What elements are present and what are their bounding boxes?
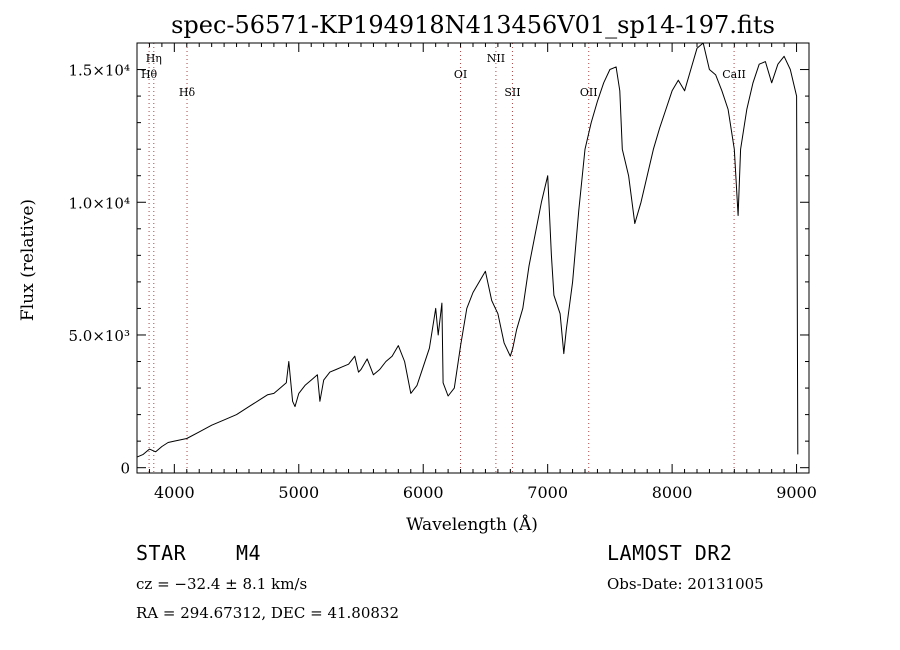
x-axis-label: Wavelength (Å) <box>406 514 538 535</box>
coordinates: RA = 294.67312, DEC = 41.80832 <box>136 604 400 622</box>
line-markers: Hη Hθ Hδ OI NII SII OII CaII <box>141 43 746 473</box>
line-marker-label: OI <box>454 68 467 81</box>
x-tick-label: 7000 <box>527 483 568 502</box>
series-group <box>136 42 799 458</box>
axes: 4000 5000 6000 7000 8000 9000 0 5.0×10³ 1.0×10⁴ 1… <box>68 42 817 502</box>
chart-title: spec-56571-KP194918N413456V01_sp14-197.f… <box>171 11 775 39</box>
spectrum-line <box>136 42 799 458</box>
x-tick-label: 4000 <box>154 483 195 502</box>
line-marker-label: CaII <box>722 68 746 81</box>
x-tick-label: 9000 <box>776 483 817 502</box>
y-tick-label: 5.0×10³ <box>68 327 130 345</box>
line-marker-label: OII <box>580 86 598 99</box>
y-axis-label: Flux (relative) <box>18 199 38 321</box>
spectrum-chart: spec-56571-KP194918N413456V01_sp14-197.f… <box>18 11 817 535</box>
object-subclass: M4 <box>236 541 262 565</box>
redshift-readout: cz = −32.4 ± 8.1 km/s <box>136 575 308 593</box>
survey-name: LAMOST DR2 <box>607 541 733 565</box>
object-class: STAR <box>136 541 187 565</box>
line-marker-label: Hδ <box>179 86 196 99</box>
obs-date: Obs-Date: 20131005 <box>607 575 764 593</box>
line-marker-label: Hη <box>146 52 162 65</box>
y-tick-label: 1.5×10⁴ <box>68 62 130 80</box>
line-marker-label: SII <box>504 86 520 99</box>
x-tick-label: 8000 <box>652 483 693 502</box>
x-tick-label: 5000 <box>278 483 319 502</box>
line-marker-label: NII <box>487 52 505 65</box>
y-tick-label: 0 <box>120 460 130 478</box>
line-marker-label: Hθ <box>141 68 158 81</box>
plot-frame <box>136 42 810 474</box>
x-tick-label: 6000 <box>403 483 444 502</box>
y-tick-label: 1.0×10⁴ <box>68 194 130 212</box>
